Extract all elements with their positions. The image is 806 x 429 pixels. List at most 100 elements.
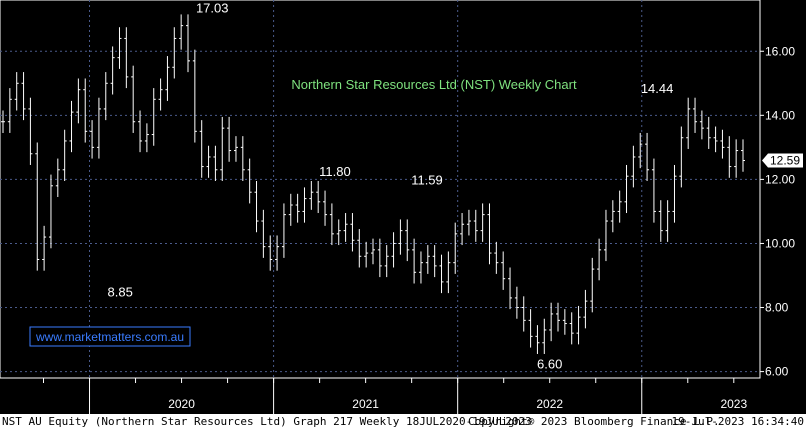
price-bar: [199, 120, 204, 178]
price-bar: [14, 72, 19, 111]
price-bar: [603, 209, 608, 262]
price-bar: [384, 245, 389, 278]
y-axis: 6.00 8.00 10.00 12.00 14.00 16.00: [760, 44, 795, 379]
price-bar: [295, 193, 300, 223]
chart-title: Northern Star Resources Ltd (NST) Weekly…: [291, 77, 577, 92]
price-bar: [658, 200, 663, 242]
price-bar: [323, 190, 328, 226]
price-bar: [556, 302, 560, 332]
footer-center: Copyright® 2023 Bloomberg Finance L.P.: [468, 415, 720, 428]
price-bar: [172, 27, 177, 79]
price-bar: [569, 312, 574, 345]
price-bar: [247, 158, 252, 204]
price-bar: [425, 245, 430, 274]
price-bar: [521, 296, 526, 332]
annotations: 17.03 8.85 11.80 11.59 6.60 14.44: [108, 0, 674, 371]
price-bar: [699, 110, 704, 140]
price-bar: [514, 286, 519, 319]
price-bar: [144, 123, 149, 153]
price-bar: [268, 235, 273, 271]
y-tick-label: 12.00: [765, 172, 795, 186]
y-tick-label: 6.00: [765, 365, 789, 379]
price-bar: [494, 241, 499, 274]
y-tick-label: 8.00: [765, 301, 789, 315]
price-bar: [206, 145, 211, 178]
price-bar: [405, 219, 410, 262]
price-bar: [227, 116, 232, 162]
price-bar: [624, 164, 629, 214]
price-bar: [549, 302, 554, 342]
price-bar: [309, 180, 314, 210]
price-bar: [254, 180, 259, 233]
price-bar: [357, 229, 362, 268]
price-bar: [377, 238, 382, 278]
price-bar: [727, 136, 732, 178]
price-bar: [131, 65, 136, 133]
price-bar: [62, 129, 67, 181]
price-bar: [90, 120, 95, 159]
price-bar: [466, 209, 471, 236]
price-bar: [302, 187, 307, 223]
price-bar: [275, 235, 280, 271]
price-bar: [528, 309, 533, 348]
price-bar: [281, 203, 286, 258]
price-bar: [487, 203, 492, 265]
price-bar: [48, 174, 53, 249]
price-bar: [432, 245, 437, 278]
price-bar: [418, 251, 423, 284]
price-bar: [446, 251, 451, 294]
price-bar: [391, 232, 396, 268]
annotation-label: 8.85: [108, 284, 133, 299]
price-bar: [96, 97, 101, 159]
price-bar: [610, 200, 615, 233]
annotation-label: 11.59: [411, 173, 443, 188]
last-price-marker: 12.59: [762, 153, 803, 168]
footer-left: NST AU Equity (Northern Star Resources L…: [2, 415, 532, 428]
price-bar: [69, 100, 74, 153]
plot-area: [0, 0, 761, 379]
price-bar: [213, 145, 218, 181]
price-bar: [151, 88, 156, 146]
last-price-box: [762, 153, 803, 168]
price-bar: [1, 110, 5, 133]
price-bar: [741, 139, 745, 172]
price-bar: [398, 219, 403, 255]
price-bar: [480, 203, 485, 242]
price-bar: [240, 136, 245, 181]
x-tick-label: 2022: [536, 397, 563, 411]
footer-right: 19-Jul-2023 16:34:40: [672, 415, 804, 428]
price-bar: [336, 219, 341, 246]
annotation-label: 6.60: [537, 356, 562, 371]
annotation-label: 14.44: [641, 81, 674, 96]
watermark-box: [29, 326, 191, 347]
price-bar: [638, 132, 643, 169]
footer-bar: [0, 414, 806, 429]
price-bar: [439, 254, 444, 294]
price-bar: [76, 78, 81, 124]
y-tick-label: 14.00: [765, 108, 795, 122]
price-bar: [124, 27, 129, 89]
price-bar: [720, 129, 725, 159]
price-bar: [583, 289, 588, 329]
price-bar: [686, 97, 691, 149]
price-bar: [679, 126, 684, 188]
price-bar: [672, 164, 677, 223]
price-bar: [693, 97, 698, 133]
price-bar: [665, 200, 670, 242]
price-bar: [651, 158, 656, 223]
annotation-label: 11.80: [319, 164, 351, 179]
price-bars: [1, 14, 745, 354]
watermark: www.marketmatters.com.au: [35, 330, 184, 344]
price-bar: [233, 136, 238, 162]
price-bar: [55, 158, 60, 198]
x-axis: 2020 2021 2022 2023: [42, 378, 747, 414]
price-bar: [562, 309, 567, 335]
price-bar: [28, 97, 33, 165]
price-bar: [21, 72, 26, 121]
price-bar: [453, 222, 458, 274]
y-tick-label: 10.00: [765, 236, 795, 250]
price-bar: [165, 56, 170, 101]
x-tick-label: 2021: [352, 397, 379, 411]
x-tick-label: 2023: [720, 397, 747, 411]
